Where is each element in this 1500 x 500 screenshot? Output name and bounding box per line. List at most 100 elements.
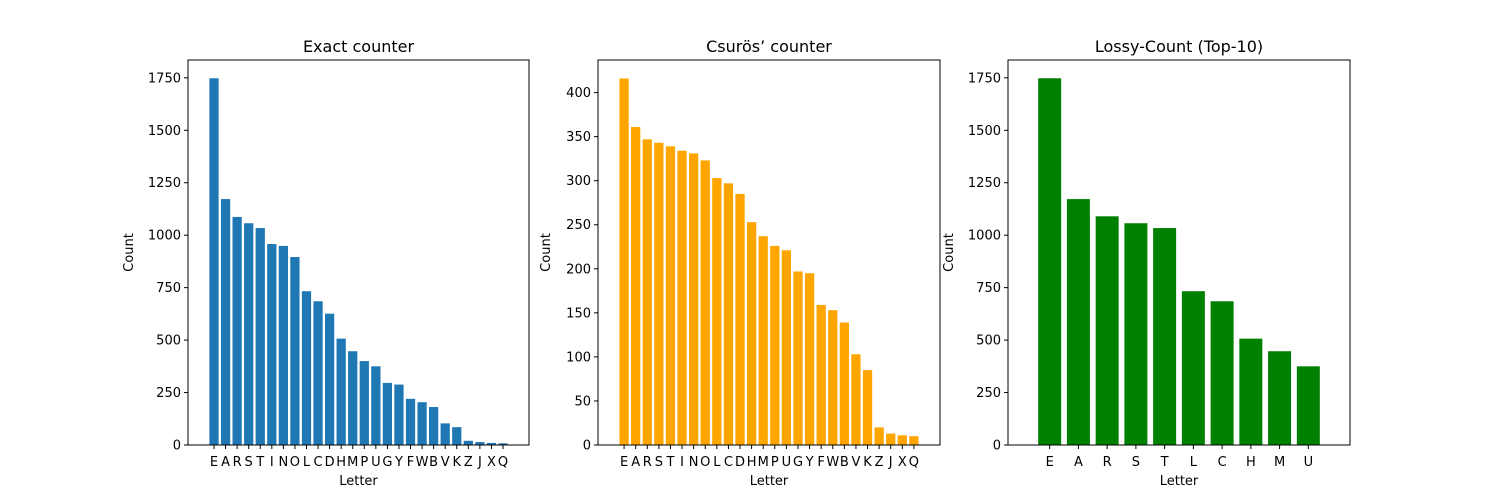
- x-tick-label: N: [278, 455, 288, 470]
- x-tick-label: O: [700, 455, 710, 470]
- x-tick-label: S: [1132, 455, 1140, 470]
- bar-X: [897, 435, 907, 445]
- y-tick-label: 500: [156, 334, 181, 349]
- y-tick-label: 1000: [968, 229, 1001, 244]
- x-tick-label: L: [713, 455, 721, 470]
- x-tick-label: M: [758, 455, 769, 470]
- x-axis-label: Letter: [1160, 474, 1199, 489]
- y-tick-label: 0: [173, 439, 181, 454]
- x-axis-label: Letter: [750, 474, 789, 489]
- bar-L: [301, 291, 312, 445]
- y-tick-label: 1250: [968, 176, 1001, 191]
- bar-V: [851, 354, 861, 445]
- x-tick-label: R: [643, 455, 652, 470]
- y-tick-label: 400: [566, 86, 591, 101]
- y-tick-label: 1000: [148, 229, 181, 244]
- y-tick-label: 150: [566, 306, 591, 321]
- bar-Z: [463, 440, 473, 445]
- x-tick-label: W: [826, 455, 839, 470]
- y-tick-label: 200: [566, 262, 591, 277]
- x-tick-label: L: [303, 455, 311, 470]
- x-tick-label: H: [1246, 455, 1256, 470]
- x-tick-label: I: [680, 455, 684, 470]
- bar-Q: [909, 436, 919, 445]
- y-axis-label: Count: [122, 233, 137, 272]
- x-tick-label: U: [371, 455, 381, 470]
- y-tick-label: 1250: [148, 176, 181, 191]
- y-tick-label: 100: [566, 350, 591, 365]
- bar-J: [475, 442, 485, 445]
- bar-E: [1038, 78, 1062, 445]
- x-tick-label: Z: [464, 455, 473, 470]
- x-tick-label: T: [1160, 455, 1169, 470]
- y-tick-label: 250: [156, 386, 181, 401]
- bar-Y: [804, 273, 815, 445]
- x-tick-label: P: [771, 455, 779, 470]
- chart-title: Lossy-Count (Top-10): [1095, 37, 1263, 56]
- chart-panel-2: E A R S T I N O L C D H M P U G Y F W B V K Z J X Q 0 50 100 150 200 25…: [539, 37, 941, 489]
- bar-O: [700, 160, 710, 445]
- bar-O: [290, 257, 300, 445]
- x-tick-label: J: [888, 455, 893, 470]
- x-tick-label: E: [210, 455, 218, 470]
- bar-A: [1066, 199, 1090, 445]
- bar-M: [348, 351, 358, 445]
- bar-N: [689, 153, 699, 445]
- y-tick-label: 250: [976, 386, 1001, 401]
- x-tick-label: M: [347, 455, 358, 470]
- x-tick-label: F: [407, 455, 414, 470]
- bar-T: [255, 228, 265, 445]
- bar-Q: [498, 443, 508, 445]
- y-tick-label: 300: [566, 174, 591, 189]
- bar-N: [278, 245, 288, 445]
- bar-P: [359, 361, 369, 445]
- bar-H: [746, 222, 757, 445]
- x-tick-label: T: [665, 455, 674, 470]
- x-tick-label: V: [851, 455, 860, 470]
- y-tick-label: 350: [566, 130, 591, 145]
- bar-T: [665, 146, 676, 445]
- bar-Y: [394, 384, 404, 445]
- bar-W: [828, 310, 838, 445]
- x-tick-label: A: [221, 455, 230, 470]
- bar-S: [1124, 223, 1148, 445]
- x-tick-label: E: [1046, 455, 1054, 470]
- x-tick-label: H: [747, 455, 757, 470]
- plot-frame: [1007, 59, 1351, 446]
- x-tick-label: Z: [875, 455, 884, 470]
- bar-T: [1153, 228, 1177, 445]
- y-tick-label: 750: [976, 281, 1001, 296]
- bar-V: [440, 423, 450, 445]
- x-tick-label: G: [382, 455, 392, 470]
- bar-P: [770, 245, 780, 445]
- bar-G: [793, 271, 803, 445]
- x-tick-label: M: [1274, 455, 1285, 470]
- chart-panel-3: E A R S T L C H M U 0 250 500 750 1000 1250 1500 1750 Loss…: [942, 37, 1351, 489]
- bar-Z: [874, 427, 884, 445]
- y-tick-label: 500: [976, 334, 1001, 349]
- bar-C: [1210, 301, 1234, 445]
- x-tick-label: Q: [498, 455, 508, 470]
- x-tick-label: V: [441, 455, 450, 470]
- bar-H: [336, 338, 346, 445]
- bar-X: [486, 442, 497, 445]
- x-tick-label: D: [735, 455, 745, 470]
- bar-R: [1095, 216, 1119, 445]
- x-tick-label: X: [487, 455, 496, 470]
- bar-C: [723, 183, 734, 445]
- bar-I: [267, 244, 277, 445]
- bar-U: [371, 366, 381, 445]
- x-tick-label: K: [452, 455, 461, 470]
- bar-U: [1296, 366, 1320, 445]
- x-axis-label: Letter: [339, 474, 378, 489]
- bar-K: [862, 370, 873, 445]
- bar-A: [220, 199, 231, 445]
- bar-L: [1181, 291, 1205, 445]
- y-tick-label: 250: [566, 218, 591, 233]
- x-tick-label: W: [416, 455, 429, 470]
- x-tick-label: R: [233, 455, 242, 470]
- x-tick-label: B: [840, 455, 849, 470]
- y-tick-label: 0: [993, 439, 1001, 454]
